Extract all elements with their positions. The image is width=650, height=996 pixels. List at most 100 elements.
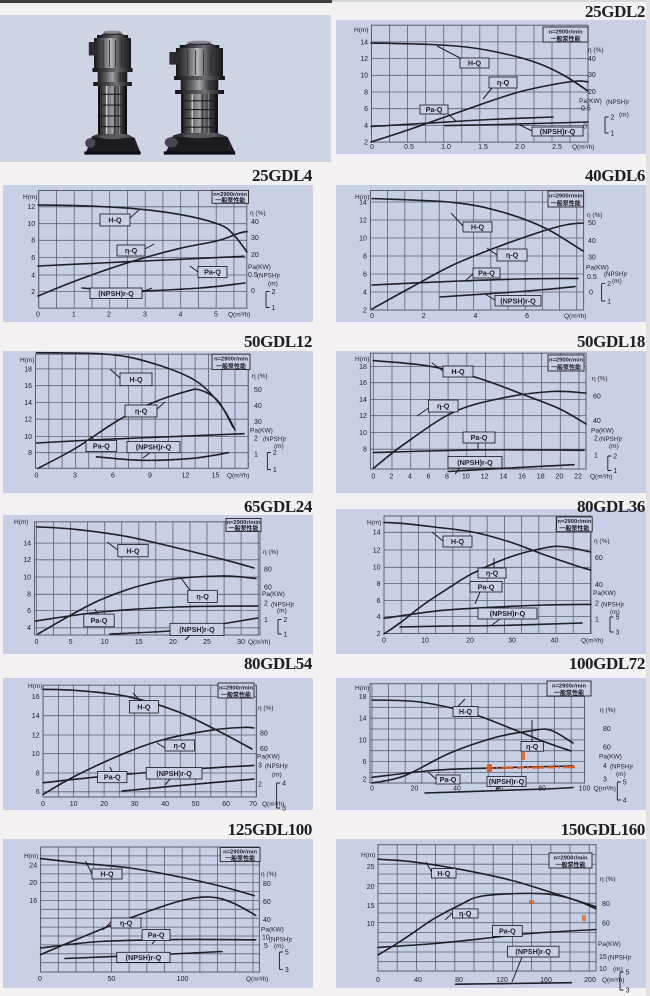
svg-text:100GDL72: 100GDL72 [569,654,645,673]
svg-text:4: 4 [363,289,367,296]
svg-text:16: 16 [24,383,32,390]
svg-text:Pa(KW): Pa(KW) [591,428,614,435]
svg-text:Q(m³/h): Q(m³/h) [602,977,624,984]
svg-text:Pa-Q: Pa-Q [440,775,457,784]
svg-text:50: 50 [254,387,262,394]
svg-text:50GDL12: 50GDL12 [244,332,312,351]
svg-text:η-Q: η-Q [196,592,209,601]
svg-text:14: 14 [360,39,368,46]
svg-text:2: 2 [107,312,111,319]
svg-text:2: 2 [273,450,277,457]
svg-text:14: 14 [359,199,367,206]
svg-text:4: 4 [31,272,35,279]
svg-text:80: 80 [455,977,463,984]
svg-text:125GDL100: 125GDL100 [228,820,312,839]
svg-text:3: 3 [626,988,630,995]
svg-text:一般泵性能: 一般泵性能 [554,689,584,697]
svg-text:2: 2 [390,474,394,481]
svg-text:1: 1 [272,305,276,312]
svg-text:H(m): H(m) [361,852,375,859]
svg-text:2: 2 [364,140,368,147]
svg-text:Pa(KW): Pa(KW) [593,590,616,597]
svg-text:1: 1 [264,617,268,624]
svg-text:(NPSH)r-Q: (NPSH)r-Q [98,289,134,298]
svg-text:H(m): H(m) [28,683,42,690]
svg-text:Q(m³/h): Q(m³/h) [246,976,268,983]
svg-text:(NPSH)r-Q: (NPSH)r-Q [126,953,162,962]
svg-text:8: 8 [363,447,367,454]
svg-text:η (%): η (%) [587,212,603,219]
svg-text:60: 60 [260,746,268,753]
svg-text:5: 5 [626,970,630,977]
svg-text:0.5: 0.5 [587,274,597,281]
svg-text:n=2900r/min: n=2900r/min [549,29,583,35]
svg-text:3: 3 [73,473,77,480]
svg-text:0: 0 [370,313,374,320]
svg-text:12: 12 [481,474,489,481]
svg-text:5: 5 [69,639,73,646]
svg-text:Q(m³/h): Q(m³/h) [590,474,612,481]
svg-text:10: 10 [367,921,375,928]
svg-text:60: 60 [264,585,272,592]
svg-text:30: 30 [251,235,259,242]
svg-text:2: 2 [611,115,615,122]
svg-text:5: 5 [264,943,268,950]
svg-text:40GDL6: 40GDL6 [585,166,645,185]
svg-text:Q(m³/h): Q(m³/h) [227,473,249,480]
svg-text:n=2900r/min: n=2900r/min [214,357,248,363]
svg-text:0: 0 [382,638,386,645]
svg-text:0: 0 [38,976,42,983]
svg-text:一般泵性能: 一般泵性能 [551,200,581,208]
svg-text:8: 8 [36,770,40,777]
svg-text:n=2900r/min: n=2900r/min [219,685,253,691]
svg-text:2: 2 [272,289,276,296]
svg-text:14: 14 [373,530,381,537]
svg-text:η (%): η (%) [252,373,268,380]
svg-text:(NPSH)r-Q: (NPSH)r-Q [136,443,172,452]
svg-text:η (%): η (%) [594,538,610,545]
svg-text:1.5: 1.5 [478,144,488,151]
svg-text:40: 40 [595,582,603,589]
svg-text:(NPSH)r: (NPSH)r [606,99,629,106]
svg-text:Pa-Q: Pa-Q [104,773,121,782]
svg-text:(m): (m) [274,943,284,950]
svg-text:12: 12 [182,473,190,480]
svg-text:20: 20 [466,638,474,645]
svg-text:H(m): H(m) [14,519,28,526]
svg-text:Q(m³/h): Q(m³/h) [572,144,594,151]
svg-text:6: 6 [364,106,368,113]
svg-text:60: 60 [602,921,610,928]
svg-text:12: 12 [23,557,31,564]
svg-text:12: 12 [27,204,35,211]
svg-text:H-Q: H-Q [100,870,114,879]
svg-text:n=2900r/min: n=2900r/min [554,855,588,861]
svg-text:4: 4 [603,763,607,770]
svg-text:(NPSH)r: (NPSH)r [599,436,622,443]
svg-text:(m): (m) [616,771,626,778]
svg-text:15: 15 [135,639,143,646]
svg-text:(NPSH)r: (NPSH)r [604,271,627,278]
svg-text:14: 14 [23,541,31,548]
svg-text:η (%): η (%) [250,210,266,217]
svg-text:2: 2 [607,281,611,288]
svg-text:Q(m³/h): Q(m³/h) [248,639,270,646]
svg-text:H(m): H(m) [354,27,368,34]
svg-text:H-Q: H-Q [137,702,151,711]
svg-text:H(m): H(m) [367,520,381,527]
svg-text:一般泵性能: 一般泵性能 [559,525,589,533]
svg-text:2: 2 [595,601,599,608]
svg-text:H(m): H(m) [23,194,37,201]
svg-text:1: 1 [607,299,611,306]
svg-text:1: 1 [72,312,76,319]
svg-text:6: 6 [377,598,381,605]
svg-text:η-Q: η-Q [135,407,148,416]
svg-text:20: 20 [367,884,375,891]
svg-text:8: 8 [363,253,367,260]
svg-text:6: 6 [363,271,367,278]
svg-text:0: 0 [370,144,374,151]
svg-text:(NPSH)r-Q: (NPSH)r-Q [540,127,576,136]
svg-text:40: 40 [588,238,596,245]
svg-text:(m): (m) [274,443,284,450]
svg-text:Pa-Q: Pa-Q [499,927,516,936]
svg-text:n=2900r/min: n=2900r/min [549,358,583,364]
